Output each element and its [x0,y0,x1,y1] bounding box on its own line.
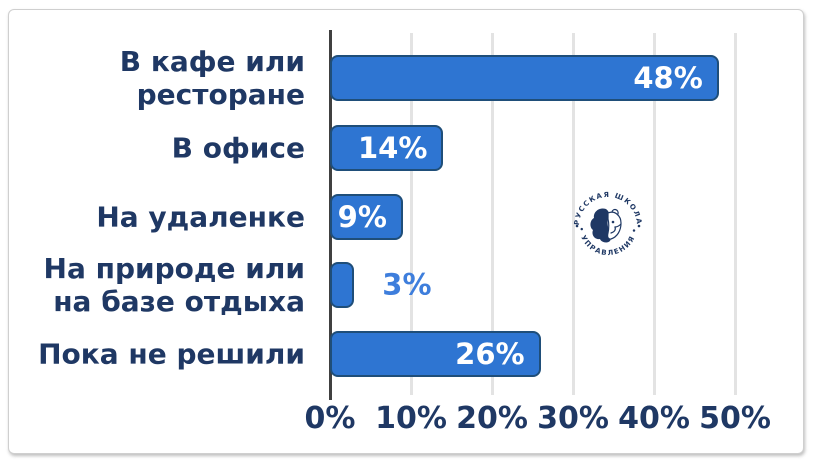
grid-line [491,33,494,395]
value-label: 26% [455,336,525,371]
category-label-line: На удаленке [96,200,305,234]
x-tick-label: 0% [304,401,356,436]
category-label-line: В кафе или [119,45,305,78]
grid-line [653,33,656,395]
category-label-line: В офисе [171,131,305,165]
bar: 14% [330,125,444,171]
lion-head-icon [590,208,622,243]
category-label-line: ресторане [136,78,305,111]
value-label: 3% [382,267,432,302]
rsm-lion-logo-watermark: РУССКАЯ ШКОЛА • УПРАВЛЕНИЯ • [573,191,642,257]
bar: 26% [330,331,541,377]
value-label: 9% [337,199,387,234]
bar [330,262,355,308]
category-label: На природе или на базе отдыха [0,252,318,318]
category-label-line: На природе или [43,252,305,285]
bar: 9% [330,194,403,240]
grid-line [572,33,575,395]
category-label: На удаленке [0,201,318,234]
x-tick-label: 10% [375,401,447,436]
x-tick-label: 40% [618,401,690,436]
grid-line [410,33,413,395]
bar: 48% [330,55,719,101]
value-label: 48% [633,60,703,95]
category-label: Пока не решили [0,338,318,371]
x-tick-label: 20% [456,401,528,436]
grid-line [734,33,737,395]
x-tick-label: 50% [699,401,771,436]
x-tick-label: 30% [537,401,609,436]
category-label: В офисе [0,132,318,165]
category-label-line: Пока не решили [38,337,305,371]
logo-separator-dot [637,224,641,228]
category-label: В кафе или ресторане [0,45,318,111]
category-label-line: на базе отдыха [53,285,305,318]
logo-separator-dot [575,224,579,228]
value-label: 14% [357,130,428,165]
